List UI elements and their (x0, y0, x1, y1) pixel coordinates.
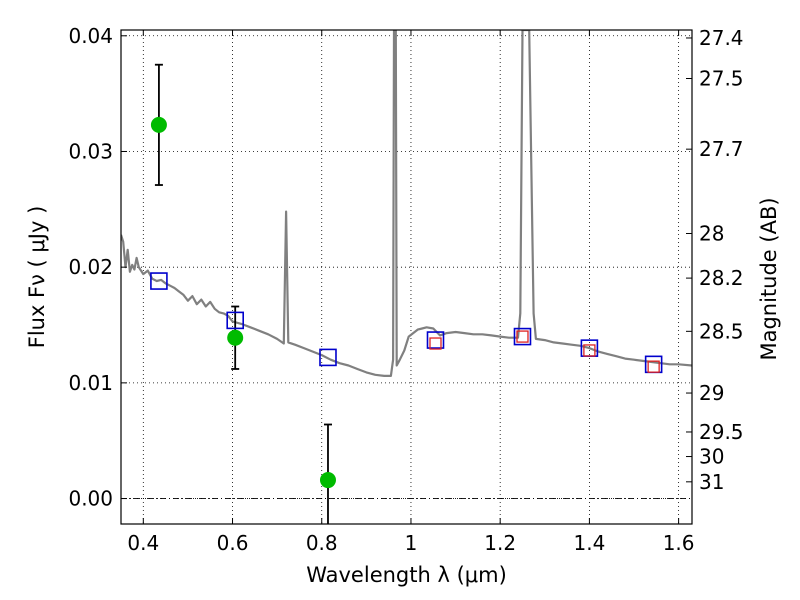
model-flux-small-square (583, 344, 596, 357)
grid-lines (121, 30, 692, 524)
y2-axis-title: Magnitude (AB) (757, 197, 781, 360)
y-tick-label: 0.01 (68, 371, 113, 395)
model-flux-small-square (647, 360, 660, 373)
model-flux-small-square (429, 337, 442, 350)
y2-tick-label: 31 (699, 470, 724, 494)
observed-flux-point (319, 472, 336, 489)
y2-tick-label: 28 (699, 222, 724, 246)
x-tick-label: 1.2 (484, 531, 516, 555)
y2-tick-label: 30 (699, 445, 724, 469)
y-tick-label: 0.03 (68, 139, 113, 163)
axes: 0.4 0.6 0.8 1 1.2 1.4 1.6 0.00 0.01 0.02 0.03 0.04 2… (68, 24, 743, 555)
model-spectrum-line (121, 30, 692, 377)
y2-tick-label: 27.4 (699, 26, 744, 50)
y2-tick-label: 27.7 (699, 137, 744, 161)
model-flux-small-square (516, 330, 529, 343)
x-tick-label: 0.4 (127, 531, 159, 555)
y2-tick-label: 28.2 (699, 266, 744, 290)
x-tick-label: 0.6 (217, 531, 249, 555)
y2-tick-label: 28.5 (699, 319, 744, 343)
x-tick-label: 1.4 (573, 531, 605, 555)
model-flux-square (319, 348, 337, 367)
model-flux-square (150, 272, 168, 290)
y-tick-label: 0.02 (68, 255, 113, 279)
observed-flux-point (227, 329, 244, 346)
y2-tick-label: 29.5 (699, 420, 744, 444)
y2-tick-label: 29 (699, 381, 724, 405)
x-axis-title: Wavelength λ (μm) (306, 563, 507, 587)
plot-area (121, 30, 692, 524)
plot-frame (120, 29, 693, 525)
x-tick-label: 1.6 (663, 531, 695, 555)
model-flux-square (226, 311, 244, 330)
x-tick-label: 1 (405, 531, 418, 555)
y2-tick-label: 27.5 (699, 66, 744, 90)
observed-flux-point (150, 116, 167, 133)
x-tick-label: 0.8 (306, 531, 338, 555)
y-tick-label: 0.00 (68, 487, 113, 511)
model-flux-square (513, 327, 532, 346)
y-axis-title: Flux Fν ( μJy ) (25, 206, 49, 349)
model-flux-square (426, 331, 445, 349)
y-tick-label: 0.04 (68, 24, 113, 48)
